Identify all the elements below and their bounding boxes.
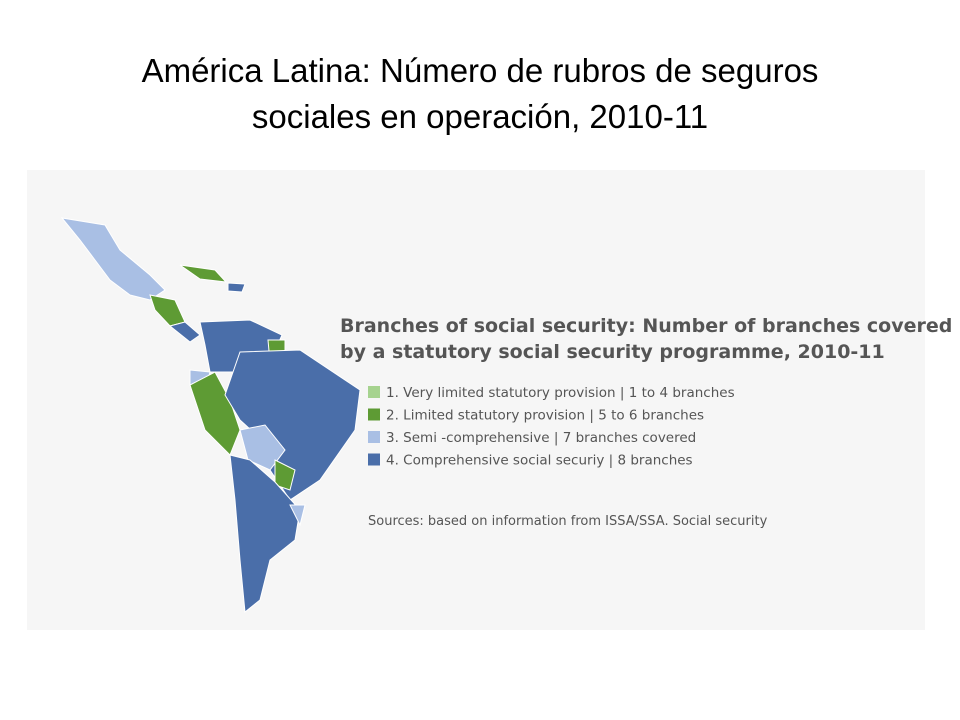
legend-swatch: [368, 386, 380, 398]
legend: 1. Very limited statutory provision | 1 …: [368, 385, 735, 469]
legend-title: by a statutory social security programme…: [340, 341, 885, 363]
legend-label: 4. Comprehensive social securiy | 8 bran…: [386, 453, 693, 469]
paraguay: [274, 459, 296, 491]
legend-swatch: [368, 453, 380, 466]
title: América Latina: Número de rubros de segu…: [142, 52, 819, 89]
map: [60, 217, 361, 613]
legend-label: 3. Semi -comprehensive | 7 branches cove…: [386, 430, 696, 446]
map-panel: [27, 170, 925, 630]
legend-title: Branches of social security: Number of b…: [340, 315, 952, 337]
title: sociales en operación, 2010-11: [252, 98, 708, 135]
dominican: [227, 282, 246, 293]
legend-swatch: [368, 408, 380, 421]
bolivia: [239, 424, 286, 471]
legend-label: 2. Limited statutory provision | 5 to 6 …: [386, 408, 704, 424]
cuba: [179, 264, 228, 283]
sources: Sources: based on information from ISSA/…: [368, 514, 768, 529]
mexico: [60, 217, 166, 301]
legend-label: 1. Very limited statutory provision | 1 …: [386, 385, 735, 401]
central-america-south: [168, 321, 201, 343]
uruguay: [289, 504, 306, 527]
legend-swatch: [368, 431, 380, 443]
chile-argentina: [229, 454, 301, 613]
